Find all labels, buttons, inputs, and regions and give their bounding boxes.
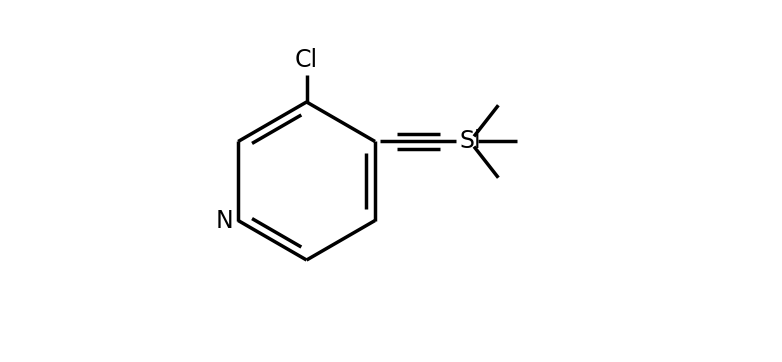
Text: Si: Si [459, 130, 481, 153]
Text: Cl: Cl [295, 48, 318, 72]
Text: N: N [216, 209, 234, 232]
